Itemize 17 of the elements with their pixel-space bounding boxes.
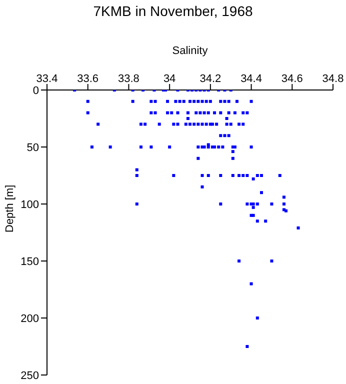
x-axis-title: Salinity xyxy=(172,44,208,57)
y-tick-label: 100 xyxy=(20,198,39,211)
y-tick-label: 0 xyxy=(32,84,39,97)
x-tick-label: 34.4 xyxy=(240,73,262,85)
x-tick-label: 34.6 xyxy=(281,73,303,85)
y-tick-label: 150 xyxy=(20,256,39,268)
x-tick-label: 34.2 xyxy=(200,73,222,85)
x-tick-label: 34.8 xyxy=(322,73,344,85)
y-tick-label: 250 xyxy=(20,370,39,382)
x-tick-label: 33.8 xyxy=(118,73,140,85)
y-tick-label: 50 xyxy=(26,142,39,154)
y-tick-label: 200 xyxy=(20,312,39,325)
x-tick-label: 33.6 xyxy=(77,73,99,85)
x-tick-label: 34 xyxy=(163,73,176,85)
y-axis-title: Depth [m] xyxy=(4,184,16,232)
chart-title: 7KMB in November, 1968 xyxy=(92,3,254,19)
x-tick-label: 33.4 xyxy=(36,73,58,85)
